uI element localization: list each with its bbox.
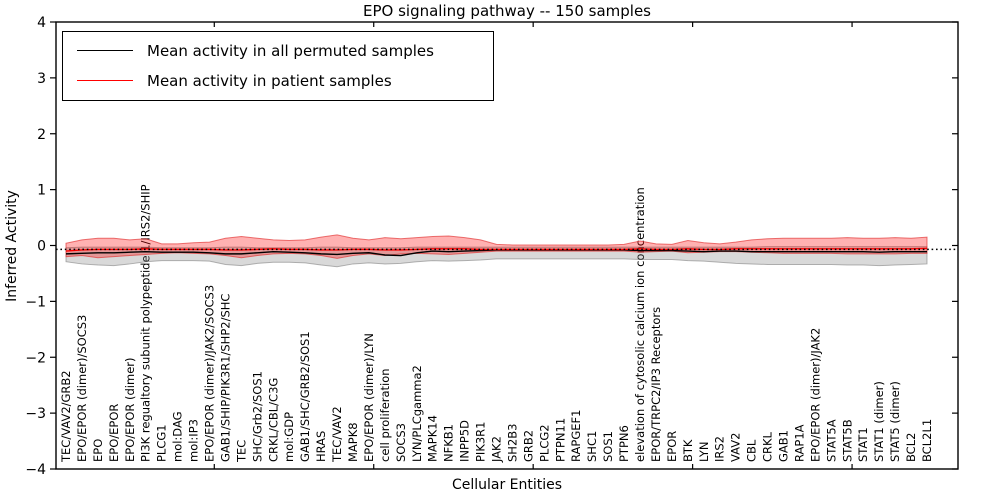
x-category-label: INPP5D (458, 420, 472, 462)
y-tick-label: −1 (25, 294, 46, 310)
x-category-label: MAPK14 (426, 415, 440, 462)
x-category-label: SOCS3 (394, 423, 408, 462)
x-category-label: mol:GDP (282, 412, 296, 462)
x-category-label: EPO/EPOR (dimer)/JAK2/SOCS3 (203, 285, 217, 462)
x-category-label: PLCG2 (537, 424, 551, 462)
x-category-label: TEC (234, 440, 248, 463)
y-axis-label: Inferred Activity (4, 190, 20, 302)
chart-title: EPO signaling pathway -- 150 samples (363, 2, 651, 20)
x-category-label: SOS1 (601, 431, 615, 462)
y-tick-label: −4 (25, 462, 46, 478)
x-category-label: BTK (681, 439, 695, 462)
x-category-label: JAK2 (490, 436, 504, 463)
x-category-label: BCL2L1 (920, 419, 934, 462)
y-tick-label: 2 (37, 127, 46, 143)
x-category-label: MAPK8 (346, 422, 360, 462)
x-category-label: PI3K regualtory subunit polypeptide 1/IR… (139, 184, 153, 462)
legend-item-permuted: Mean activity in all permuted samples (77, 39, 483, 62)
x-category-label: GRB2 (521, 430, 535, 462)
legend-item-patient: Mean activity in patient samples (77, 69, 483, 92)
y-tick-label: 0 (37, 239, 46, 255)
x-category-label: SHC1 (585, 431, 599, 462)
x-category-label: PIK3R1 (474, 422, 488, 463)
legend-item-label: Mean activity in patient samples (147, 71, 392, 90)
x-category-label: EPO/EPOR (dimer)/SOCS3 (75, 315, 89, 462)
x-category-label: STAT5A (824, 419, 838, 462)
x-category-label: cell proliferation (378, 368, 392, 462)
x-category-label: SH2B3 (505, 424, 519, 462)
y-tick-label: −3 (25, 406, 46, 422)
x-category-label: elevation of cytosolic calcium ion conce… (633, 187, 647, 462)
x-category-label: TEC/VAV2/GRB2 (59, 370, 73, 463)
x-category-label: EPO/EPOR (dimer)/JAK2 (808, 328, 822, 462)
x-category-label: STAT5B (840, 419, 854, 462)
x-category-label: PTPN11 (553, 418, 567, 462)
x-category-label: mol:IP3 (187, 419, 201, 462)
x-category-label: TEC/VAV2 (330, 406, 344, 463)
x-category-label: VAV2 (729, 433, 743, 462)
patient-line-swatch (77, 80, 133, 81)
x-category-label: EPO/EPOR (dimer) (123, 358, 137, 463)
x-category-label: SHC/Grb2/SOS1 (250, 371, 264, 462)
x-category-label: mol:DAG (171, 411, 185, 462)
x-category-label: EPOR/TRPC2/IP3 Receptors (649, 307, 663, 462)
x-category-label: PTPN6 (617, 425, 631, 462)
legend-item-label: Mean activity in all permuted samples (147, 41, 434, 60)
x-category-label: NFKB1 (442, 424, 456, 462)
x-axis-label: Cellular Entities (451, 477, 563, 493)
x-category-label: EPOR (665, 431, 679, 462)
x-category-label: EPO/EPOR (107, 404, 121, 462)
x-category-label: RAP1A (792, 424, 806, 462)
x-category-label: GAB1/SHIP/PIK3R1/SHP2/SHC (218, 294, 232, 462)
x-category-label: LYN/PLCgamma2 (410, 365, 424, 462)
x-category-label: PLCG1 (155, 424, 169, 462)
y-tick-label: 3 (37, 71, 46, 87)
y-tick-label: 1 (37, 183, 46, 199)
x-category-label: STAT5 (dimer) (888, 381, 902, 462)
x-category-label: LYN (697, 441, 711, 462)
x-category-label: STAT1 (856, 427, 870, 462)
x-category-label: EPO (91, 439, 105, 462)
permuted-line-swatch (77, 50, 133, 51)
x-category-label: GAB1/SHC/GRB2/SOS1 (298, 331, 312, 462)
x-category-label: CBL (745, 439, 759, 462)
x-category-label: BCL2 (904, 433, 918, 462)
x-category-label: IRS2 (713, 436, 727, 462)
x-category-label: EPO/EPOR (dimer)/LYN (362, 333, 376, 462)
y-tick-label: −2 (25, 350, 46, 366)
x-category-label: RAPGEF1 (569, 410, 583, 462)
x-category-label: GAB1 (777, 430, 791, 462)
x-category-label: CRKL/CBL/C3G (266, 378, 280, 462)
legend: Mean activity in all permuted samples Me… (62, 31, 494, 101)
y-tick-label: 4 (37, 15, 46, 31)
x-category-label: CRKL (761, 431, 775, 462)
x-category-label: STAT1 (dimer) (872, 381, 886, 462)
x-category-label: HRAS (314, 431, 328, 462)
